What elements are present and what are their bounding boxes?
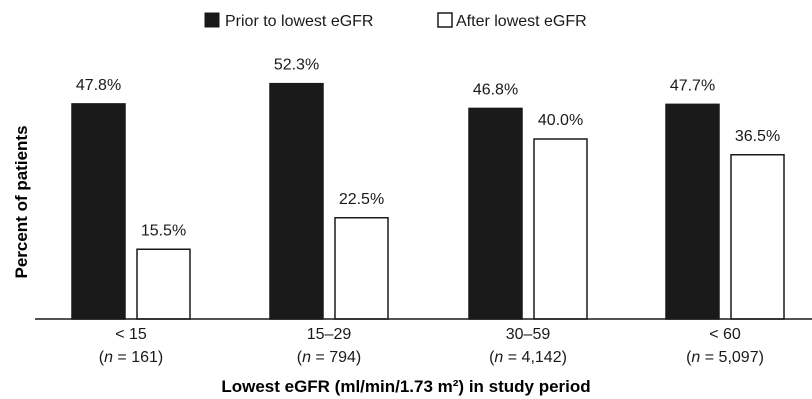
x-tick-label-15-29: 15–29 bbox=[307, 326, 352, 343]
data-labels: 47.8% 15.5% 52.3% 22.5% 46.8% 40.0% 47.7% 36.5% bbox=[76, 57, 780, 240]
bar-prior-15-29 bbox=[269, 82, 324, 320]
x-tick-label-lt15: < 15 bbox=[115, 326, 147, 343]
x-axis-ticks: < 15 (n = 161) 15–29 (n = 794) 30–59 (n = 4,1… bbox=[99, 326, 764, 366]
bar-after-lt15 bbox=[136, 248, 191, 320]
bar-prior-30-59 bbox=[468, 107, 523, 320]
data-label-after-30-59: 40.0% bbox=[538, 112, 583, 129]
data-label-after-15-29: 22.5% bbox=[339, 191, 384, 208]
bar-after-lt60 bbox=[730, 154, 785, 320]
legend-label-after: After lowest eGFR bbox=[456, 13, 587, 30]
x-tick-n-lt15: (n = 161) bbox=[99, 349, 164, 366]
data-label-prior-lt15: 47.8% bbox=[76, 77, 121, 94]
data-label-prior-lt60: 47.7% bbox=[670, 77, 715, 94]
legend: Prior to lowest eGFR After lowest eGFR bbox=[204, 12, 587, 30]
y-axis-title: Percent of patients bbox=[12, 125, 31, 278]
x-axis-title: Lowest eGFR (ml/min/1.73 m²) in study pe… bbox=[221, 377, 590, 396]
x-tick-label-30-59: 30–59 bbox=[506, 326, 551, 343]
x-tick-n-30-59: (n = 4,142) bbox=[489, 349, 567, 366]
bar-prior-lt15 bbox=[71, 103, 126, 320]
bar-prior-lt60 bbox=[665, 103, 720, 320]
data-label-prior-30-59: 46.8% bbox=[473, 81, 518, 98]
data-label-after-lt15: 15.5% bbox=[141, 222, 186, 239]
x-tick-n-lt60: (n = 5,097) bbox=[686, 349, 764, 366]
bar-after-15-29 bbox=[334, 217, 389, 320]
legend-label-prior: Prior to lowest eGFR bbox=[225, 13, 373, 30]
legend-swatch-after bbox=[437, 12, 453, 28]
x-tick-n-15-29: (n = 794) bbox=[297, 349, 362, 366]
x-tick-label-lt60: < 60 bbox=[709, 326, 741, 343]
bars bbox=[71, 82, 785, 320]
data-label-after-lt60: 36.5% bbox=[735, 128, 780, 145]
legend-swatch-prior bbox=[204, 12, 220, 28]
data-label-prior-15-29: 52.3% bbox=[274, 57, 319, 74]
bar-after-30-59 bbox=[533, 138, 588, 320]
